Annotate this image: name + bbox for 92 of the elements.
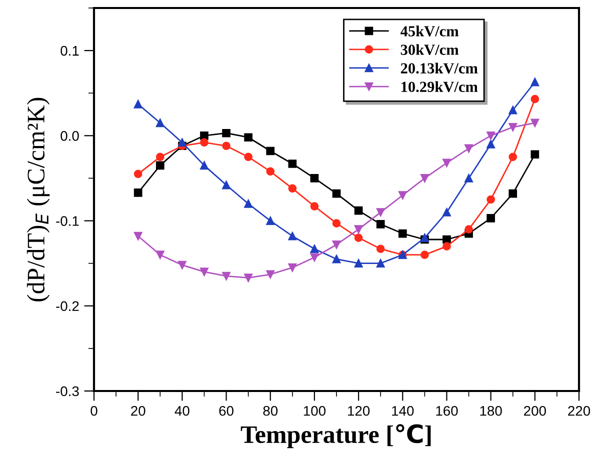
x-tick-label: 0	[90, 406, 98, 416]
legend-label: 10.29kV/cm	[402, 81, 478, 92]
x-tick-label: 20	[131, 406, 146, 416]
x-tick-label: 40	[174, 406, 190, 416]
point	[244, 274, 252, 282]
y-tick-label: 0.1	[60, 46, 79, 56]
point	[376, 259, 385, 268]
point	[178, 260, 186, 270]
point	[442, 158, 451, 168]
y-tick-label: -0.1	[56, 216, 79, 226]
point	[486, 140, 495, 148]
x-tick-label: 120	[348, 406, 370, 416]
y-tick-label: -0.2	[56, 301, 79, 312]
point	[464, 174, 473, 182]
point	[288, 263, 297, 272]
point	[244, 200, 252, 208]
x-tick-label: 140	[392, 406, 414, 416]
point	[332, 240, 341, 249]
point	[332, 219, 341, 228]
x-tick-label: 180	[480, 406, 502, 416]
point	[486, 214, 495, 222]
point	[222, 128, 230, 138]
point	[464, 144, 473, 153]
point	[156, 161, 164, 170]
point	[156, 118, 164, 128]
x-axis-title: Temperature [℃]	[240, 424, 431, 448]
point	[134, 170, 142, 178]
point	[354, 206, 363, 215]
y-tick-label: -0.3	[56, 386, 79, 396]
y-axis-title: (dP/dT)$_{E}$ (μC/cm²K)	[26, 98, 50, 302]
x-tick-label: 200	[524, 406, 546, 416]
point	[442, 208, 451, 216]
point	[442, 235, 451, 244]
point	[244, 152, 252, 162]
point	[134, 232, 142, 240]
point	[376, 220, 385, 228]
y-tick-label: 0.0	[60, 131, 79, 141]
legend-label: 20.13kV/cm	[400, 62, 478, 74]
point	[134, 188, 142, 197]
point	[420, 174, 429, 182]
point	[332, 254, 341, 264]
point	[376, 208, 385, 216]
x-tick-label: 220	[568, 406, 590, 416]
point	[508, 152, 518, 162]
point	[266, 146, 275, 156]
point	[376, 244, 385, 254]
point	[442, 242, 451, 250]
legend-label: 45kV/cm	[400, 26, 459, 37]
point	[486, 132, 495, 140]
point	[288, 184, 297, 193]
x-tick-label: 80	[263, 406, 278, 416]
point	[530, 78, 540, 86]
point	[156, 250, 164, 259]
point	[398, 191, 407, 200]
point	[222, 272, 230, 280]
x-tick-label: 100	[304, 406, 326, 416]
point	[222, 142, 230, 150]
legend-label: 30kV/cm	[400, 44, 459, 56]
point	[310, 174, 319, 182]
point	[310, 253, 319, 262]
point	[508, 189, 518, 198]
point	[530, 118, 540, 128]
point	[244, 133, 252, 142]
point	[530, 94, 540, 104]
point	[200, 132, 208, 140]
point	[266, 167, 275, 176]
x-tick-label: 60	[219, 406, 234, 416]
point	[354, 259, 363, 268]
point	[288, 160, 297, 168]
x-tick-label: 160	[436, 406, 458, 416]
point	[288, 232, 297, 240]
point	[508, 122, 518, 132]
point	[200, 138, 208, 147]
point	[398, 229, 407, 238]
point	[354, 234, 363, 242]
point	[200, 268, 208, 276]
point	[134, 100, 142, 108]
point	[420, 250, 429, 259]
point	[354, 225, 363, 234]
point	[222, 180, 230, 190]
point	[178, 138, 186, 147]
point	[332, 189, 341, 198]
point	[266, 270, 275, 279]
point	[508, 106, 518, 114]
point	[486, 195, 495, 204]
point	[464, 225, 473, 234]
point	[310, 202, 319, 210]
point	[200, 161, 208, 170]
point	[310, 244, 319, 254]
point	[530, 150, 540, 159]
point	[266, 216, 275, 225]
point	[156, 152, 164, 162]
